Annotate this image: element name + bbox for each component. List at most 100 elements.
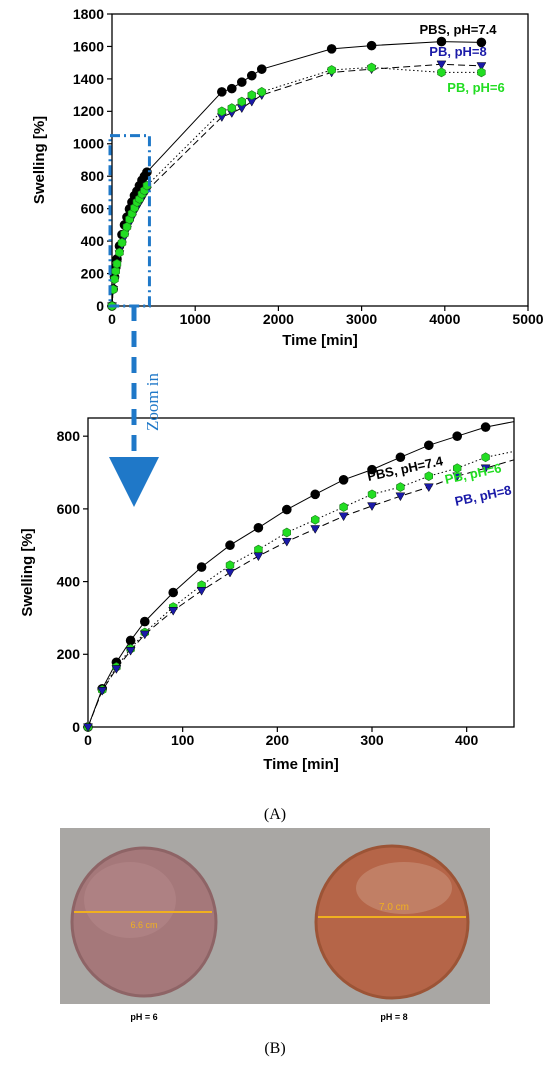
chart2-point-pbs-ph-7-4-8 — [253, 522, 264, 533]
chart2-y-tick-label-800: 800 — [57, 428, 81, 444]
chart2-series-label-pb-ph-6: PB, pH=6 — [443, 460, 502, 487]
chart1-point-pb-ph-6-24 — [437, 67, 446, 78]
measurement-ph8: 7.0 cm — [379, 902, 409, 913]
chart1-point-pb-ph-6-7 — [120, 228, 129, 239]
chart2-series-label-pbs-ph-7-4: PBS, pH=7.4 — [366, 453, 445, 484]
chart2-point-pb-ph-6-16 — [481, 452, 490, 463]
chart1-y-tick-label-1600: 1600 — [73, 38, 104, 54]
chart2-x-tick-label-0: 0 — [84, 732, 92, 748]
chart1-x-tick-label-0: 0 — [108, 311, 116, 327]
zoom-chart: 0 100 200 300 400 0 200 400 600 800 Time [min] Swel… — [19, 417, 515, 773]
chart2-point-pb-ph-8-6 — [196, 587, 207, 596]
chart1-point-pb-ph-6-4 — [112, 258, 122, 269]
chart1-series-line-pb-ph-6 — [111, 66, 482, 307]
chart2-series-label-pb-ph-8: PB, pH=8 — [453, 482, 512, 509]
chart2-series-line-pbs-ph-7-4 — [87, 421, 515, 728]
chart1-series-line-pb-ph-8 — [111, 63, 482, 307]
chart2-point-pb-ph-8-2 — [111, 665, 122, 674]
chart2-x-tick-label-100: 100 — [171, 732, 195, 748]
chart2-point-pb-ph-8-13 — [395, 492, 406, 502]
overview-chart: 0 1000 2000 3000 4000 5000 0 200 400 600 800 1000 12… — [31, 6, 544, 349]
chart2-point-pb-ph-8-9 — [281, 537, 292, 547]
chart1-y-tick-label-1400: 1400 — [73, 71, 104, 87]
chart1-point-pb-ph-6-22 — [327, 65, 336, 75]
chart2-point-pb-ph-6-7 — [225, 560, 235, 571]
chart1-y-tick-label-1000: 1000 — [73, 136, 104, 152]
chart1-point-pb-ph-6-18 — [227, 103, 237, 113]
chart2-point-pb-ph-8-16 — [480, 464, 491, 474]
chart2-point-pb-ph-6-9 — [282, 527, 292, 538]
chart2-point-pb-ph-8-0 — [83, 723, 93, 733]
chart1-point-pbs-ph-7-4-21 — [256, 64, 267, 74]
chart1-x-tick-label-1000: 1000 — [180, 311, 211, 327]
chart2-x-tick-label-400: 400 — [455, 732, 479, 748]
chart1-point-pb-ph-8-24 — [436, 60, 447, 70]
chart1-point-pb-ph-6-6 — [117, 237, 127, 248]
chart1-x-axis-label: Time [min] — [282, 332, 358, 349]
chart2-series-line-pb-ph-8 — [87, 459, 515, 728]
measurement-ph6: 6.6 cm — [130, 920, 157, 930]
label-ph6: pH = 6 — [130, 1012, 157, 1022]
chart2-y-tick-label-0: 0 — [72, 719, 80, 735]
chart2-point-pbs-ph-7-4-12 — [367, 464, 377, 475]
chart2-point-pbs-ph-7-4-16 — [480, 422, 491, 432]
panel-a-caption: (A) — [263, 806, 287, 823]
label-ph8: pH = 8 — [380, 1012, 407, 1022]
sample-disc-ph8 — [314, 844, 470, 1000]
chart2-point-pb-ph-8-4 — [139, 630, 150, 640]
chart1-point-pb-ph-6-17 — [217, 106, 227, 117]
chart2-point-pb-ph-6-10 — [310, 514, 320, 525]
chart2-point-pbs-ph-7-4-6 — [196, 562, 207, 572]
chart2-point-pb-ph-6-12 — [367, 489, 377, 500]
chart2-point-pb-ph-8-1 — [97, 687, 108, 696]
chart1-point-pb-ph-6-19 — [237, 96, 246, 107]
chart1-y-axis-label: Swelling [%] — [31, 116, 48, 204]
chart1-point-pbs-ph-7-4-19 — [236, 77, 247, 87]
chart2-point-pb-ph-8-15 — [452, 472, 463, 482]
chart2-y-tick-label-600: 600 — [57, 501, 81, 517]
chart1-y-tick-label-800: 800 — [81, 168, 105, 184]
chart2-frame — [87, 417, 515, 728]
chart1-series-label-pb-ph-6: PB, pH=6 — [447, 80, 504, 95]
chart2-point-pbs-ph-7-4-10 — [310, 489, 321, 500]
chart2-point-pbs-ph-7-4-7 — [225, 540, 235, 551]
chart2-point-pb-ph-8-8 — [253, 552, 264, 562]
chart1-y-tick-label-1800: 1800 — [73, 6, 104, 22]
chart2-point-pb-ph-8-14 — [423, 483, 434, 493]
chart1-point-pb-ph-6-8 — [122, 221, 132, 232]
chart1-point-pbs-ph-7-4-17 — [217, 87, 227, 97]
chart2-point-pb-ph-8-10 — [310, 525, 321, 534]
chart2-point-pbs-ph-7-4-9 — [281, 504, 292, 515]
chart2-x-axis-label: Time [min] — [263, 756, 339, 773]
chart1-point-pbs-ph-7-4-16 — [142, 167, 152, 177]
chart1-x-tick-label-5000: 5000 — [512, 311, 543, 327]
chart2-point-pbs-ph-7-4-3 — [125, 635, 136, 646]
chart1-point-pbs-ph-7-4-24 — [436, 36, 447, 47]
panel-b-caption: (B) — [264, 1040, 286, 1057]
hydrogel-photo: 6.6 cm 7.0 cm pH = 6 pH = 8 — [60, 828, 490, 1028]
chart2-point-pb-ph-6-13 — [396, 482, 405, 492]
chart2-y-axis-label: Swelling [%] — [19, 528, 36, 616]
chart2-point-pbs-ph-7-4-11 — [338, 474, 349, 485]
chart2-series-line-pb-ph-6 — [87, 450, 515, 728]
chart1-x-tick-label-3000: 3000 — [346, 311, 377, 327]
chart2-point-pb-ph-8-7 — [225, 568, 235, 578]
chart1-point-pb-ph-6-25 — [477, 67, 486, 78]
label-strip — [60, 1004, 490, 1028]
chart1-point-pb-ph-6-20 — [247, 90, 256, 100]
chart1-point-pbs-ph-7-4-25 — [476, 37, 487, 48]
chart1-point-pbs-ph-7-4-20 — [246, 70, 257, 81]
chart1-point-pb-ph-8-25 — [476, 62, 487, 71]
sample-disc-ph6-highlight — [84, 862, 176, 938]
chart1-point-pb-ph-6-23 — [367, 62, 376, 73]
chart2-point-pbs-ph-7-4-14 — [423, 440, 434, 451]
chart1-x-tick-label-4000: 4000 — [429, 311, 460, 327]
sample-disc-ph8-highlight — [356, 862, 452, 914]
chart1-zoom-box — [108, 134, 151, 308]
chart1-point-pb-ph-6-5 — [115, 247, 124, 258]
chart2-point-pb-ph-8-5 — [168, 607, 179, 616]
chart1-y-tick-label-600: 600 — [81, 201, 105, 217]
chart2-point-pbs-ph-7-4-15 — [452, 431, 463, 441]
chart1-series-label-pbs-ph-7-4: PBS, pH=7.4 — [420, 22, 498, 37]
chart2-point-pbs-ph-7-4-4 — [140, 616, 150, 627]
